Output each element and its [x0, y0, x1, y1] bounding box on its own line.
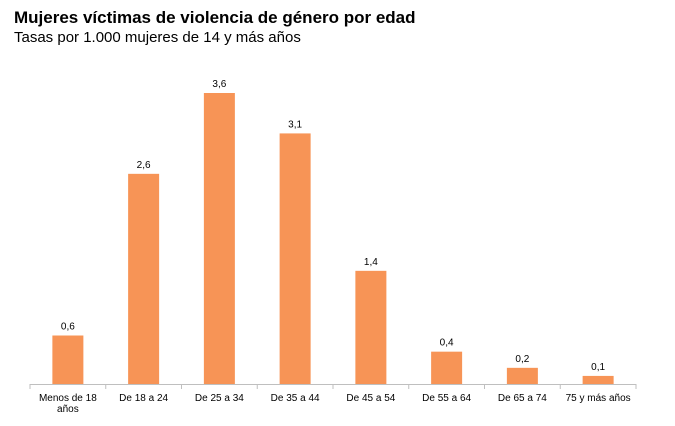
bar-value-label: 0,2 — [515, 354, 529, 365]
x-axis-ticks — [29, 384, 637, 389]
category-labels-group: Menos de 18 años De 18 a 24 De 25 a 34 De 35… — [39, 393, 631, 415]
bar — [52, 335, 84, 384]
bar — [203, 93, 235, 384]
category-label: De 35 a 44 — [271, 393, 320, 404]
category-label: De 18 a 24 — [119, 393, 168, 404]
bar-value-label: 3,6 — [212, 79, 226, 90]
category-label: Menos de 18 años — [39, 393, 97, 415]
chart-subtitle: Tasas por 1.000 mujeres de 14 y más años — [14, 29, 301, 46]
value-labels-group: 0,6 2,6 3,6 3,1 1,4 0,4 0,2 0,1 — [61, 79, 606, 373]
bar-value-label: 0,6 — [61, 322, 75, 333]
category-label: De 25 a 34 — [195, 393, 244, 404]
bar-value-label: 0,4 — [440, 338, 454, 349]
category-label: De 45 a 54 — [346, 393, 395, 404]
bar-value-label: 1,4 — [364, 257, 378, 268]
category-label: De 65 a 74 — [498, 393, 547, 404]
bar — [431, 351, 463, 384]
category-label: 75 y más años — [566, 393, 631, 404]
bar-value-label: 2,6 — [137, 160, 151, 171]
bar — [506, 367, 538, 384]
bar — [355, 270, 387, 384]
bar — [279, 133, 311, 384]
bar — [128, 173, 160, 384]
bar-value-label: 3,1 — [288, 119, 302, 130]
chart-title: Mujeres víctimas de violencia de género … — [14, 8, 416, 27]
bars-group — [52, 93, 614, 384]
bar-value-label: 0,1 — [591, 362, 605, 373]
bar — [582, 375, 614, 384]
category-label: De 55 a 64 — [422, 393, 471, 404]
